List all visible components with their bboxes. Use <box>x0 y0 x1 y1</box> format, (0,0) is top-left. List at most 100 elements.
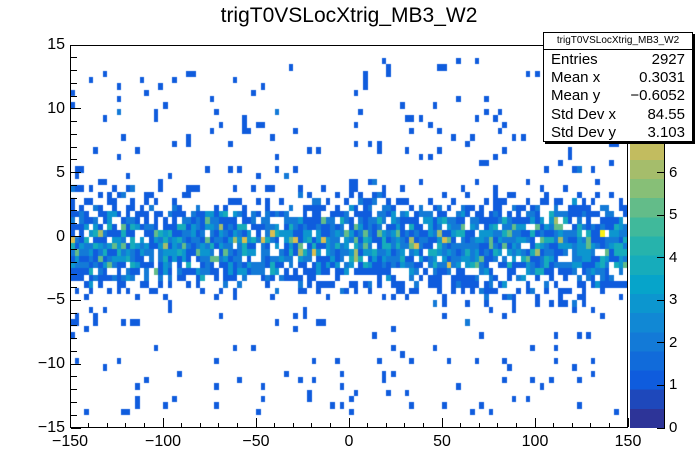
y-minor-tick <box>71 274 77 276</box>
y-minor-tick <box>71 210 77 212</box>
histogram-heatmap <box>70 45 628 428</box>
stats-row: Mean y −0.6052 <box>544 87 692 105</box>
x-minor-tick <box>385 423 387 427</box>
x-minor-tick <box>553 423 555 427</box>
x-major-tick <box>534 418 536 427</box>
y-major-tick <box>71 236 81 237</box>
x-minor-tick <box>571 423 573 427</box>
z-tick-label: 5 <box>669 206 678 224</box>
y-minor-tick <box>71 159 77 161</box>
z-tick <box>657 299 665 301</box>
stats-rows: Entries 2927 Mean x 0.3031 Mean y −0.6052 Std … <box>544 50 692 142</box>
x-minor-tick <box>478 423 480 427</box>
y-tick-label: 10 <box>47 99 65 117</box>
z-tick <box>657 342 665 344</box>
y-minor-tick <box>71 146 77 148</box>
y-tick-label: −15 <box>37 419 65 436</box>
y-minor-tick <box>71 325 77 327</box>
y-major-tick <box>71 172 81 174</box>
x-minor-tick <box>608 423 610 427</box>
x-minor-tick <box>460 423 462 427</box>
x-minor-tick <box>329 423 331 427</box>
y-minor-tick <box>71 261 77 263</box>
y-tick-label: 0 <box>56 227 65 245</box>
x-minor-tick <box>181 423 183 427</box>
y-minor-tick <box>71 389 77 391</box>
x-minor-tick <box>143 423 145 427</box>
z-tick <box>657 384 665 386</box>
x-tick-label: 50 <box>433 433 451 450</box>
stats-row: Std Dev x 84.55 <box>544 105 692 123</box>
x-minor-tick <box>515 423 517 427</box>
x-tick-label: 0 <box>344 433 354 450</box>
stats-value: 0.3031 <box>639 69 685 87</box>
x-tick-label: 100 <box>521 433 549 450</box>
x-minor-tick <box>274 423 276 427</box>
x-major-tick <box>627 418 629 427</box>
x-major-tick <box>69 418 71 427</box>
y-tick-label: 5 <box>56 163 65 181</box>
z-tick-label: 1 <box>669 376 678 394</box>
y-major-tick <box>71 299 81 301</box>
x-minor-tick <box>404 423 406 427</box>
stats-box: trigT0VSLocXtrig_MB3_W2 Entries 2927 Mean … <box>543 32 693 142</box>
stats-value: 3.103 <box>647 124 685 142</box>
x-tick-label: −100 <box>144 433 182 450</box>
y-major-tick <box>71 427 81 429</box>
x-minor-tick <box>367 423 369 427</box>
y-tick-label: −5 <box>46 291 65 309</box>
y-major-tick <box>71 108 81 110</box>
z-tick-label: 3 <box>669 291 678 309</box>
x-tick-label: −150 <box>51 433 89 450</box>
y-minor-tick <box>71 197 77 199</box>
x-minor-tick <box>125 423 127 427</box>
x-major-tick <box>441 418 443 427</box>
stats-box-title: trigT0VSLocXtrig_MB3_W2 <box>544 33 692 50</box>
x-minor-tick <box>88 423 90 427</box>
stats-label: Mean x <box>551 69 601 87</box>
x-major-tick <box>255 418 257 427</box>
z-tick <box>657 214 665 216</box>
x-minor-tick <box>292 423 294 427</box>
x-minor-tick <box>497 423 499 427</box>
y-major-tick <box>71 44 81 46</box>
y-minor-tick <box>71 376 77 378</box>
y-tick-label: −10 <box>37 355 65 373</box>
plot-title: trigT0VSLocXtrig_MB3_W2 <box>220 4 478 27</box>
y-minor-tick <box>71 121 77 123</box>
y-minor-tick <box>71 312 77 314</box>
stats-value: 84.55 <box>647 105 685 123</box>
y-minor-tick <box>71 82 77 84</box>
x-minor-tick <box>199 423 201 427</box>
stats-label: Mean y <box>551 87 601 105</box>
y-minor-tick <box>71 338 77 340</box>
z-tick <box>657 172 665 174</box>
stats-value: 2927 <box>651 50 685 68</box>
x-minor-tick <box>218 423 220 427</box>
stats-row: Mean x 0.3031 <box>544 68 692 86</box>
z-tick <box>657 427 665 429</box>
y-minor-tick <box>71 287 77 289</box>
x-minor-tick <box>311 423 313 427</box>
z-tick-label: 6 <box>669 163 678 181</box>
stats-value: −0.6052 <box>630 87 685 105</box>
y-minor-tick <box>71 401 77 403</box>
stats-label: Std Dev x <box>551 105 617 123</box>
y-minor-tick <box>71 70 77 72</box>
stats-label: Std Dev y <box>551 124 617 142</box>
x-minor-tick <box>590 423 592 427</box>
y-minor-tick <box>71 57 77 59</box>
y-minor-tick <box>71 133 77 135</box>
x-minor-tick <box>236 423 238 427</box>
y-major-tick <box>71 363 81 365</box>
y-minor-tick <box>71 248 77 250</box>
y-minor-tick <box>71 95 77 97</box>
x-tick-label: −50 <box>242 433 270 450</box>
x-major-tick <box>162 418 164 427</box>
z-tick-label: 4 <box>669 248 678 266</box>
stats-label: Entries <box>551 50 598 68</box>
x-tick-label: 150 <box>614 433 642 450</box>
x-major-tick <box>348 418 350 427</box>
y-minor-tick <box>71 350 77 352</box>
